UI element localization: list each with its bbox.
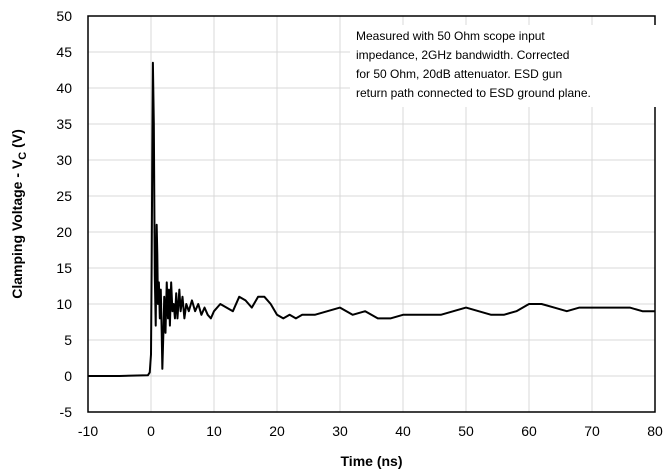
y-axis-title: Clamping Voltage - VC (V) [9, 129, 29, 299]
y-tick-label: 50 [56, 8, 72, 24]
y-tick-labels: -5 0 5 10 15 20 25 30 35 40 45 50 [56, 8, 72, 420]
y-tick-label: -5 [60, 404, 73, 420]
y-tick-label: 5 [64, 332, 72, 348]
note-line: Measured with 50 Ohm scope input [356, 29, 545, 43]
x-tick-label: 40 [395, 423, 411, 439]
x-tick-label: 50 [458, 423, 474, 439]
y-tick-label: 10 [56, 296, 72, 312]
plot-area-frame [87, 15, 656, 413]
y-axis-title-subscript: C [17, 152, 29, 160]
measurement-note: Measured with 50 Ohm scope input impedanc… [356, 29, 591, 100]
voltage-trace [88, 61, 655, 377]
x-tick-label: 0 [147, 423, 155, 439]
x-tick-label: 30 [332, 423, 348, 439]
x-tick-label: -10 [78, 423, 98, 439]
y-tick-label: 35 [56, 116, 72, 132]
plot-border [87, 15, 656, 413]
y-tick-label: 15 [56, 260, 72, 276]
annotation-background [350, 25, 656, 107]
note-line: for 50 Ohm, 20dB attenuator. ESD gun [356, 67, 562, 81]
y-tick-label: 45 [56, 44, 72, 60]
note-line: return path connected to ESD ground plan… [356, 86, 591, 100]
x-tick-label: 20 [269, 423, 285, 439]
x-axis-title: Time (ns) [341, 453, 403, 469]
y-tick-label: 40 [56, 80, 72, 96]
y-tick-label: 20 [56, 224, 72, 240]
y-tick-label: 0 [64, 368, 72, 384]
note-line: impedance, 2GHz bandwidth. Corrected [356, 48, 569, 62]
x-tick-labels: -10 0 10 20 30 40 50 60 70 80 [78, 423, 663, 439]
x-tick-label: 10 [206, 423, 222, 439]
y-axis-title-main: Clamping Voltage - V [9, 159, 25, 299]
x-tick-label: 70 [584, 423, 600, 439]
x-tick-label: 80 [647, 423, 663, 439]
y-tick-label: 25 [56, 188, 72, 204]
y-tick-label: 30 [56, 152, 72, 168]
x-tick-label: 60 [521, 423, 537, 439]
y-axis-title-unit: (V) [9, 129, 25, 152]
